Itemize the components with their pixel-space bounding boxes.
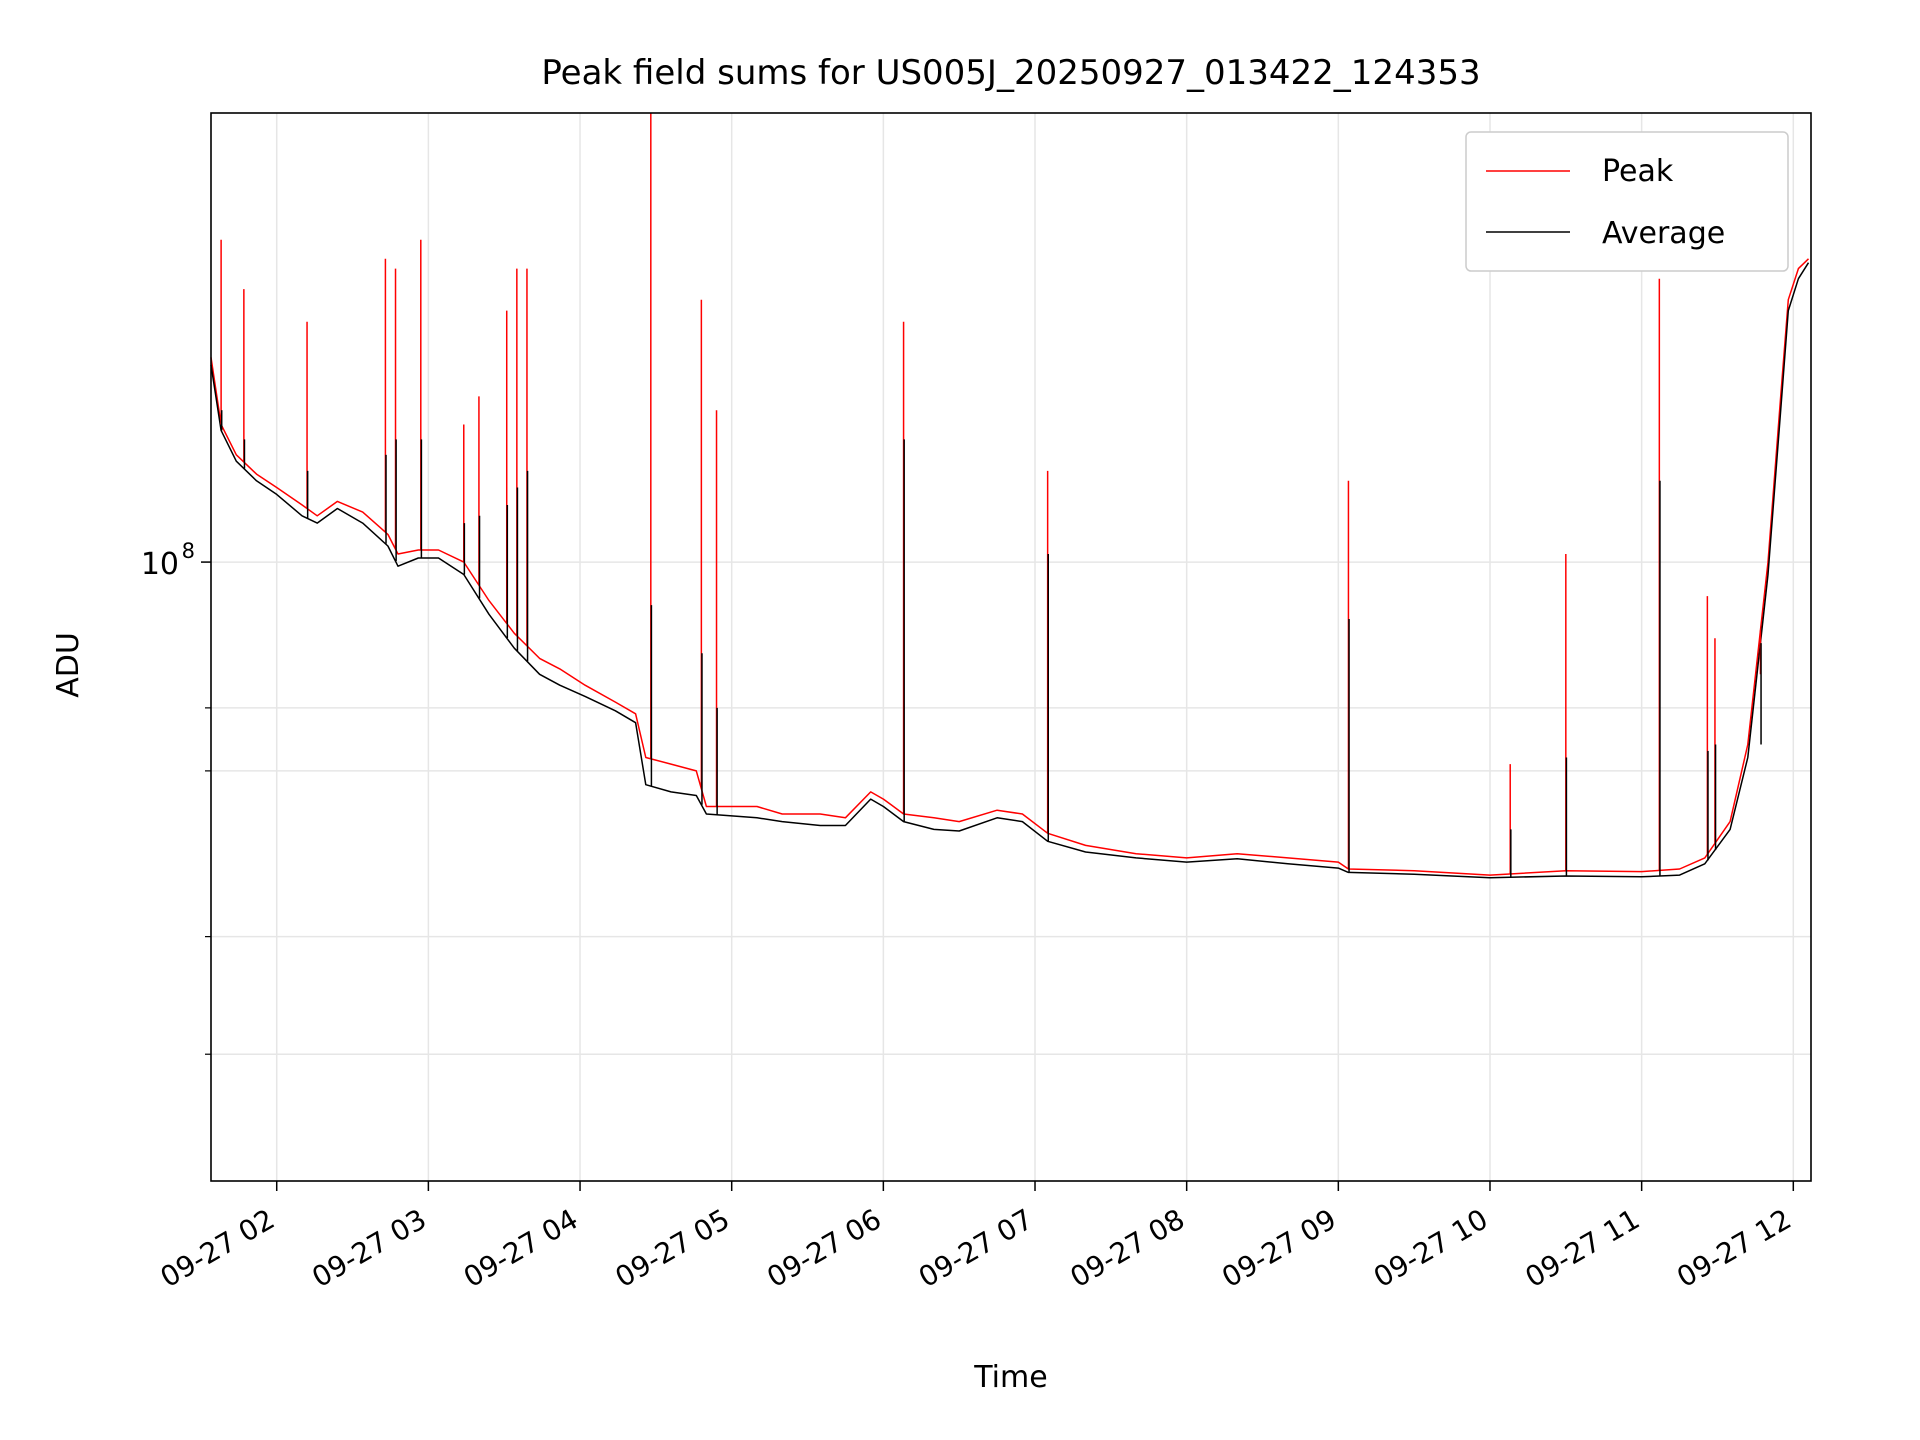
y-tick-label: 10 xyxy=(141,547,179,582)
peak-series-line xyxy=(210,258,1810,876)
y-tick-exponent: 8 xyxy=(182,539,195,563)
grid xyxy=(211,113,1811,1181)
legend: Peak Average xyxy=(1465,131,1789,272)
plot-frame xyxy=(210,112,1812,1182)
average-series-line xyxy=(210,262,1810,879)
legend-peak-label: Peak xyxy=(1602,154,1674,189)
y-axis: 10 8 xyxy=(141,539,211,1055)
legend-average-label: Average xyxy=(1602,216,1725,251)
series-group xyxy=(210,113,1810,879)
y-axis-label: ADU xyxy=(51,632,86,698)
legend-box xyxy=(1465,131,1789,272)
x-axis-label: Time xyxy=(973,1360,1047,1395)
chart-title: Peak field sums for US005J_20250927_0134… xyxy=(541,53,1480,93)
